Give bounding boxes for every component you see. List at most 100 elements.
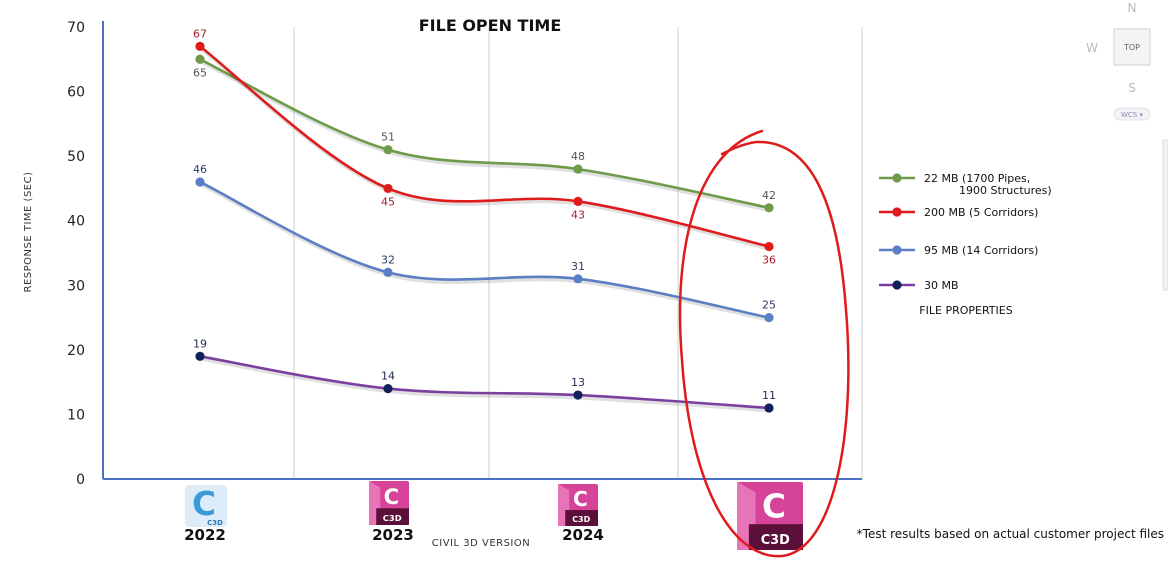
- x-axis: 2022 2023 2024: [102, 21, 862, 544]
- side-panel-edge: [1162, 139, 1168, 291]
- legend-label: 30 MB: [924, 279, 959, 292]
- logo-band: [565, 510, 598, 526]
- viewcube[interactable]: N W S TOP WCS ▾: [1086, 1, 1151, 121]
- c3d-logo-icon: C C3D: [369, 481, 409, 525]
- data-label: 45: [381, 195, 395, 208]
- data-point: [764, 312, 774, 323]
- series-3: 19 14 13 11: [193, 337, 776, 413]
- viewcube-south[interactable]: S: [1128, 81, 1136, 95]
- logo-sub: C3D: [207, 519, 223, 527]
- logo-sub: C3D: [383, 513, 402, 523]
- y-tick-label: 0: [76, 472, 85, 488]
- chart-title: FILE OPEN TIME: [419, 16, 562, 35]
- y-tick-label: 30: [67, 278, 85, 294]
- y-tick-label: 60: [67, 85, 85, 101]
- data-label: 19: [193, 337, 207, 350]
- legend-swatch-dot: [892, 280, 902, 290]
- data-label: 11: [762, 389, 776, 402]
- viewcube-west[interactable]: W: [1086, 41, 1098, 55]
- logo-band: [748, 524, 803, 550]
- logo-band: [376, 508, 409, 525]
- series-line: [198, 180, 771, 319]
- series-line-shadow: [200, 59, 771, 213]
- data-point: [383, 145, 393, 155]
- data-label: 13: [571, 376, 585, 389]
- data-point: [383, 267, 393, 277]
- data-point: [764, 203, 774, 213]
- legend-swatch-dot: [892, 173, 902, 183]
- data-label: 25: [762, 299, 776, 312]
- data-label: 31: [571, 260, 585, 273]
- x-axis-label: CIVIL 3D VERSION: [432, 538, 530, 549]
- y-tick-label: 10: [67, 407, 85, 423]
- legend-item-0: 22 MB (1700 Pipes,1900 Structures): [879, 172, 1052, 197]
- c3d-logo-icon: C C3D: [558, 484, 598, 526]
- data-label: 43: [571, 208, 585, 221]
- data-label: 51: [381, 131, 395, 144]
- data-point: [383, 183, 393, 194]
- series-line: [198, 45, 771, 248]
- legend-item-2: 95 MB (14 Corridors): [879, 244, 1038, 257]
- data-point: [573, 196, 583, 206]
- data-point: [764, 403, 774, 413]
- data-point: [573, 274, 583, 284]
- series-lines: 65 51 48 42 67 45 43 36 46 32 31 25 19 14 13 11: [193, 27, 776, 413]
- series-2: 46 32 31 25: [193, 163, 776, 323]
- wcs-menu[interactable]: [1113, 107, 1151, 121]
- legend-label: 200 MB (5 Corridors): [924, 206, 1038, 219]
- logo-letter: C: [384, 484, 400, 509]
- highlight-ellipse: [678, 129, 850, 558]
- legend-item-1: 200 MB (5 Corridors): [879, 206, 1038, 219]
- data-point: [383, 384, 393, 394]
- data-label: 14: [381, 370, 395, 383]
- legend-label: 95 MB (14 Corridors): [924, 244, 1038, 257]
- data-label: 46: [193, 163, 207, 176]
- series-line: [198, 57, 771, 210]
- vertical-gridlines: [293, 27, 863, 479]
- data-label: 48: [571, 150, 585, 163]
- legend-item-3: 30 MB: [879, 279, 959, 292]
- y-axis-label: RESPONSE TIME (SEC): [23, 172, 34, 293]
- x-tick-label: 2023: [372, 526, 414, 544]
- data-label: 65: [193, 66, 207, 79]
- legend-title: FILE PROPERTIES: [919, 304, 1012, 317]
- data-label: 32: [381, 253, 395, 266]
- footnote: *Test results based on actual customer p…: [857, 527, 1164, 541]
- data-label: 67: [193, 27, 207, 40]
- legend-label: 1900 Structures): [959, 184, 1052, 197]
- x-tick-label: 2024: [562, 526, 604, 544]
- data-label: 42: [762, 189, 776, 202]
- y-tick-label: 70: [67, 20, 85, 36]
- data-point: [764, 241, 774, 252]
- y-tick-label: 50: [67, 149, 85, 165]
- viewcube-face[interactable]: [1113, 28, 1151, 66]
- y-tick-label: 20: [67, 343, 85, 359]
- legend: 22 MB (1700 Pipes,1900 Structures) 200 MB…: [879, 172, 1052, 292]
- logo-sub: C3D: [572, 515, 590, 524]
- series-1: 67 45 43 36: [193, 27, 776, 266]
- legend-label: 22 MB (1700 Pipes,: [924, 172, 1030, 185]
- legend-swatch-dot: [892, 207, 902, 217]
- legend-swatch-dot: [892, 245, 902, 255]
- viewcube-north[interactable]: N: [1128, 1, 1137, 15]
- series-0: 65 51 48 42: [193, 54, 776, 213]
- logo-bg: [185, 485, 227, 527]
- data-point: [195, 177, 205, 187]
- logo-letter: C: [573, 487, 588, 511]
- data-point: [195, 351, 205, 361]
- wcs-label: WCS ▾: [1121, 111, 1143, 119]
- data-point: [573, 164, 583, 174]
- x-tick-label: 2022: [184, 526, 226, 544]
- series-line-shadow: [200, 47, 771, 251]
- data-point: [573, 390, 583, 400]
- viewcube-face-label: TOP: [1123, 43, 1140, 52]
- logo-letter: C: [192, 485, 216, 523]
- y-tick-label: 40: [67, 214, 85, 230]
- series-line-shadow: [200, 182, 771, 323]
- data-point: [195, 41, 205, 51]
- logo-letter: C: [762, 487, 786, 525]
